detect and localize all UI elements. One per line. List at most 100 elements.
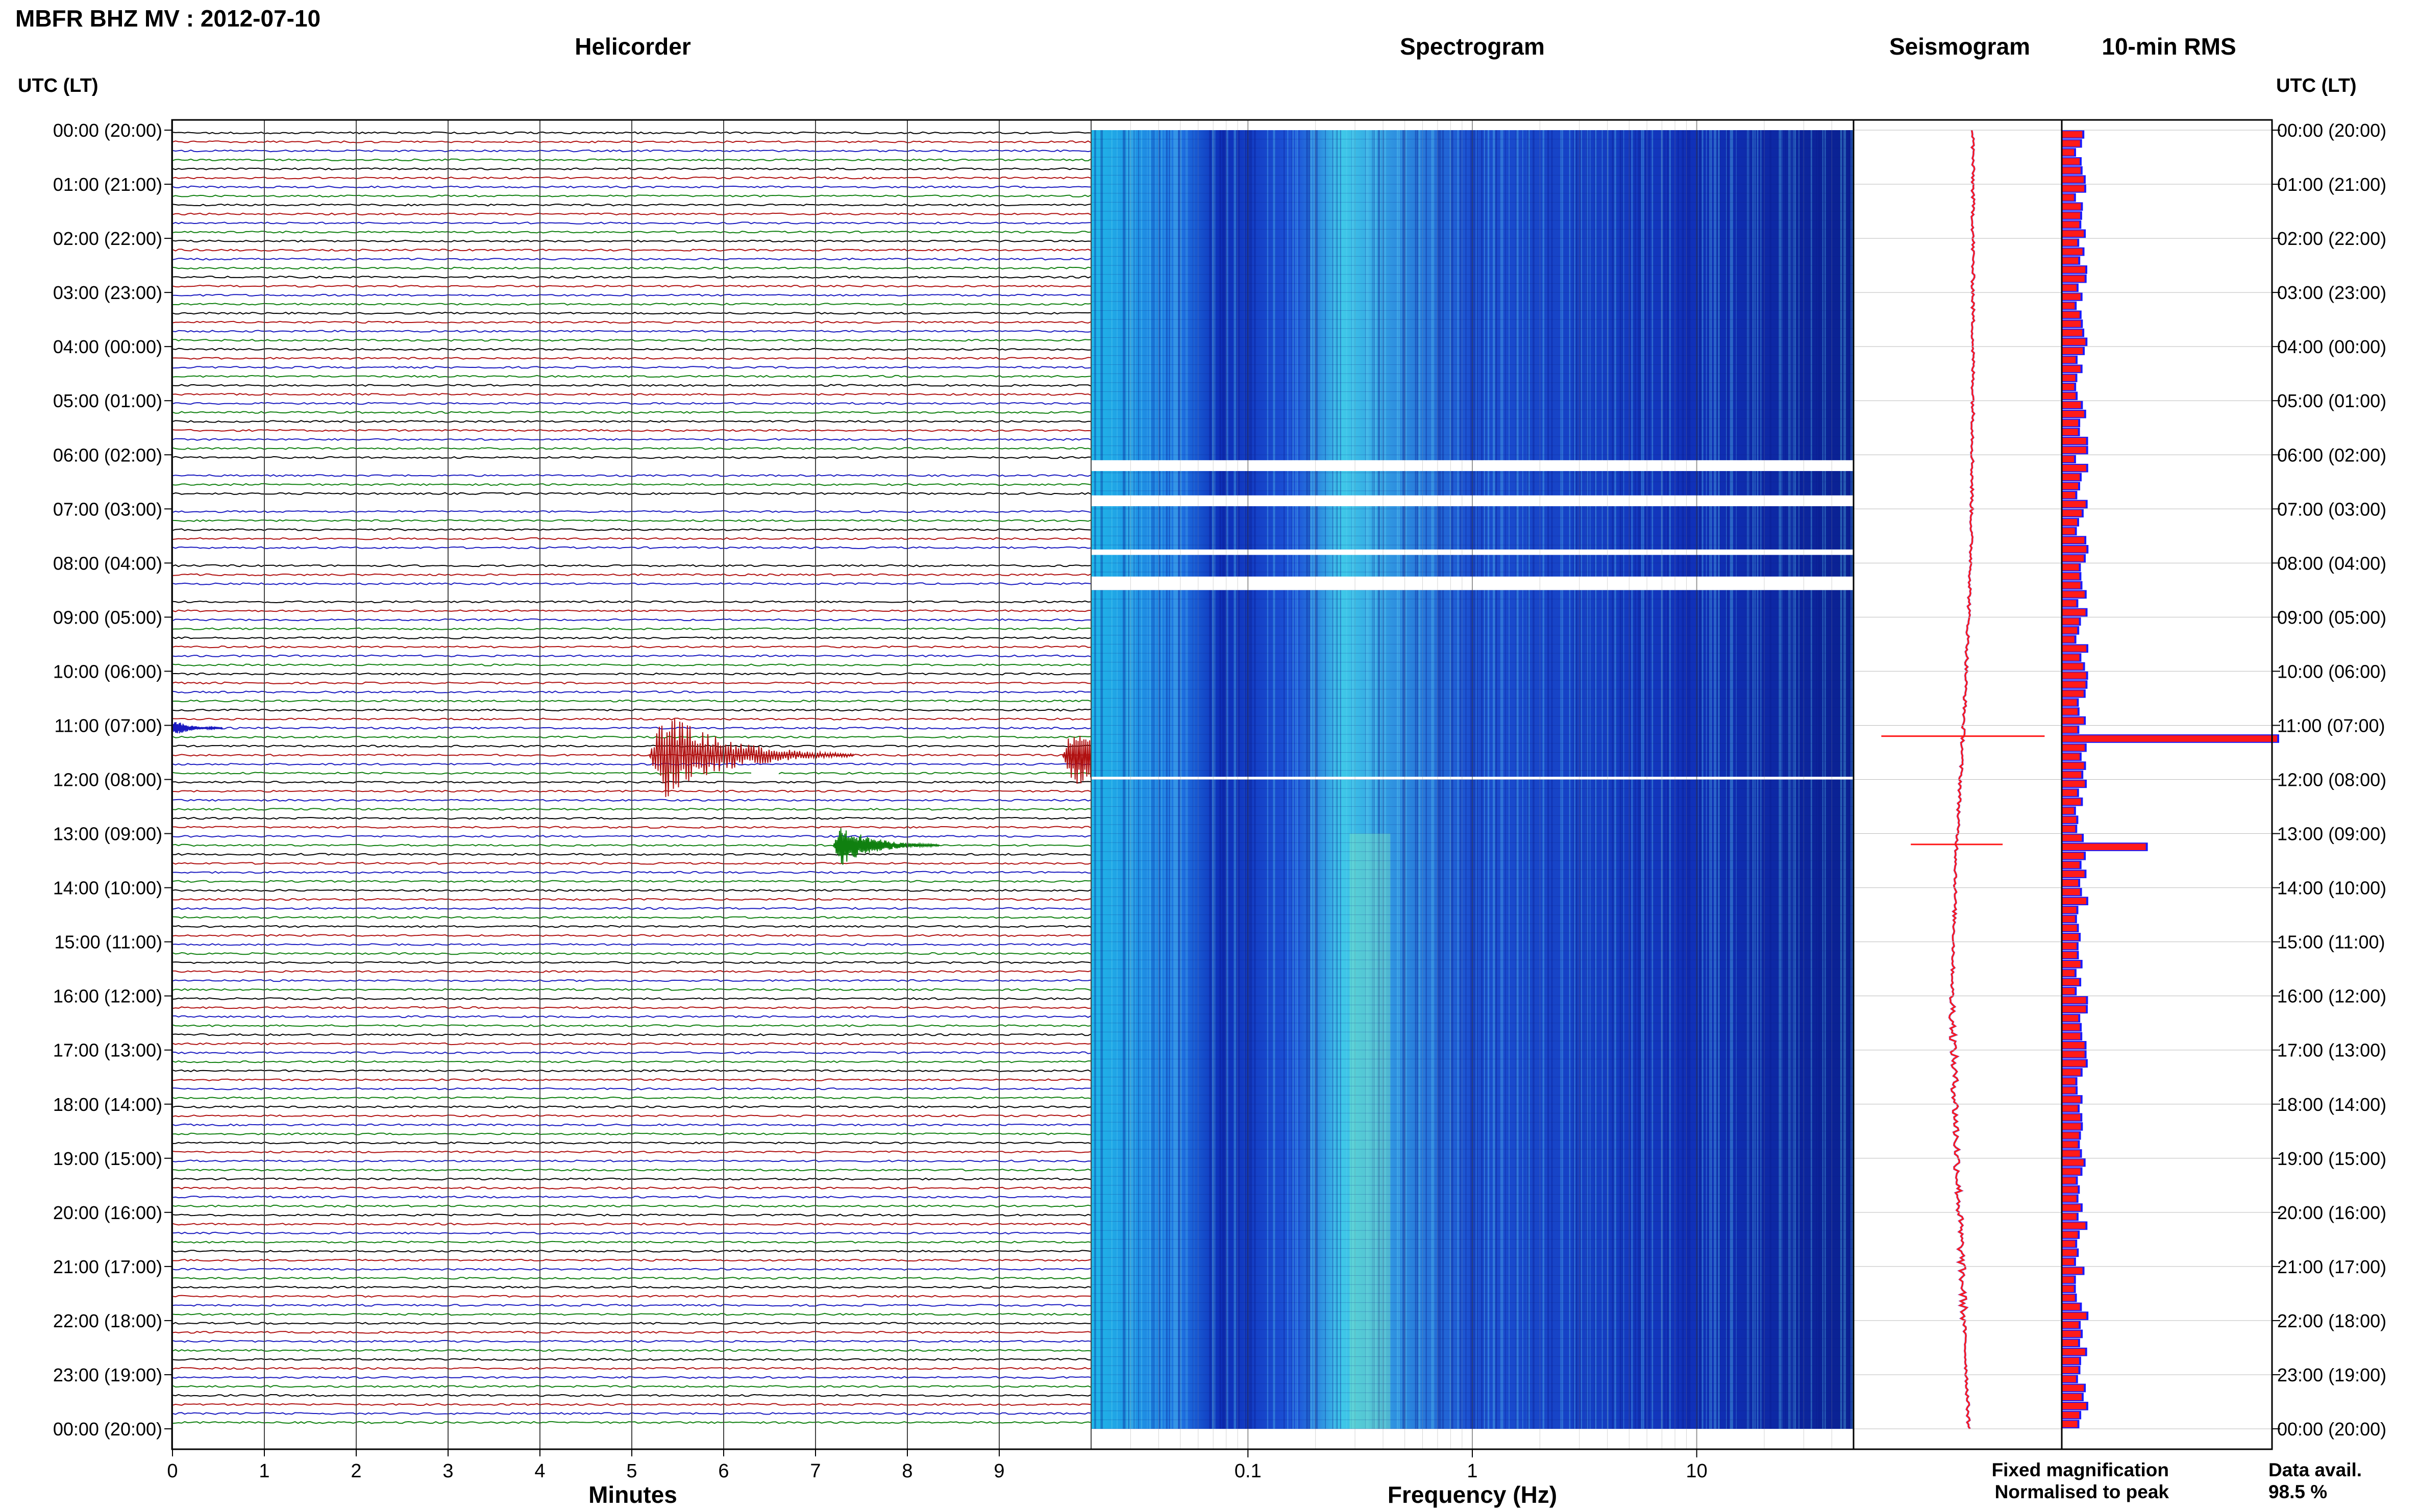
hour-label-left: 07:00 (03:00) — [53, 499, 162, 519]
rms-bar-normalised — [2062, 898, 2086, 904]
hour-label-left: 04:00 (00:00) — [53, 336, 162, 357]
hour-label-right: 01:00 (21:00) — [2277, 174, 2386, 195]
rms-bar-normalised — [2062, 1321, 2079, 1328]
rms-bar-normalised — [2062, 861, 2080, 869]
rms-bar-normalised — [2062, 1033, 2081, 1040]
rms-bar-normalised — [2062, 871, 2085, 877]
rms-bar-normalised — [2062, 257, 2079, 264]
rms-bar-normalised — [2062, 906, 2077, 913]
rms-bar-normalised — [2062, 798, 2081, 805]
hour-label-right: 15:00 (11:00) — [2277, 932, 2385, 953]
hour-label-right: 13:00 (09:00) — [2277, 824, 2386, 845]
rms-bar-normalised — [2062, 961, 2081, 968]
rms-bar-normalised — [2062, 1367, 2079, 1373]
hour-label-left: 17:00 (13:00) — [53, 1040, 162, 1061]
rms-bar-normalised — [2062, 726, 2078, 733]
rms-bar-normalised — [2062, 807, 2074, 814]
rms-bar-normalised — [2062, 537, 2085, 543]
rms-bar-normalised — [2062, 546, 2087, 553]
rms-bar-normalised — [2062, 780, 2085, 787]
hour-label-right: 00:00 (20:00) — [2277, 120, 2386, 141]
rms-bar-normalised — [2062, 1340, 2078, 1346]
hour-label-left: 13:00 (09:00) — [53, 824, 162, 845]
rms-bar-normalised — [2062, 212, 2080, 219]
minute-tick-label: 2 — [351, 1460, 361, 1482]
rms-bar-normalised — [2062, 879, 2079, 886]
hour-label-right: 03:00 (23:00) — [2277, 282, 2386, 303]
rms-bar-normalised — [2062, 284, 2077, 291]
station-title: MBFR BHZ MV : 2012-07-10 — [15, 5, 320, 32]
hour-label-left: 01:00 (21:00) — [53, 174, 162, 195]
data-availability-value: 98.5 % — [2268, 1481, 2327, 1502]
rms-bar-normalised — [2062, 375, 2076, 381]
rms-bar-normalised — [2062, 456, 2074, 462]
rms-bar-normalised — [2062, 419, 2079, 427]
rms-bar-normalised — [2062, 239, 2078, 246]
rms-bar-normalised — [2062, 510, 2082, 516]
rms-bar-normalised — [2062, 1276, 2074, 1283]
helicorder-event — [649, 718, 854, 797]
hour-label-right: 10:00 (06:00) — [2277, 661, 2386, 682]
rms-bar-normalised — [2062, 888, 2080, 896]
hour-label-left: 06:00 (02:00) — [53, 444, 162, 465]
data-availability-label: Data avail. — [2268, 1459, 2362, 1480]
rms-panel — [2062, 130, 2279, 1428]
rms-bar-normalised — [2062, 564, 2079, 571]
rms-bar-normalised — [2062, 970, 2075, 977]
rms-bar-normalised — [2062, 1421, 2078, 1427]
rms-bar-normalised — [2062, 1294, 2075, 1301]
hour-label-right: 09:00 (05:00) — [2277, 607, 2386, 628]
rms-bar-normalised — [2062, 1376, 2076, 1382]
rms-bar-normalised — [2062, 519, 2077, 526]
rms-bar-normalised — [2062, 383, 2075, 390]
hour-label-right: 08:00 (04:00) — [2277, 553, 2386, 574]
rms-bar-normalised — [2062, 275, 2085, 282]
rms-bar-normalised — [2062, 915, 2075, 923]
rms-bar-normalised — [2062, 1042, 2085, 1049]
hour-label-left: 16:00 (12:00) — [53, 986, 162, 1007]
rms-bar-normalised — [2062, 140, 2080, 147]
hour-label-right: 05:00 (01:00) — [2277, 390, 2386, 411]
rms-bar-normalised — [2062, 681, 2086, 688]
minute-tick-label: 0 — [167, 1460, 178, 1482]
rms-bar-normalised — [2062, 591, 2085, 598]
rms-bar-normalised — [2062, 1006, 2086, 1012]
rms-bar-normalised — [2062, 735, 2277, 742]
minute-tick-label: 6 — [718, 1460, 729, 1482]
rms-bar-normalised — [2062, 1141, 2078, 1148]
rms-bar-normalised — [2062, 176, 2084, 183]
rms-bar-normalised — [2062, 627, 2078, 634]
helicorder-xlabel: Minutes — [588, 1481, 677, 1508]
rms-bar-normalised — [2062, 429, 2078, 435]
rms-bar-normalised — [2062, 1123, 2081, 1130]
rms-bar-normalised — [2062, 1132, 2079, 1139]
helicorder-title: Helicorder — [575, 33, 691, 60]
rms-bar-normalised — [2062, 1015, 2079, 1022]
helicorder-gap — [751, 770, 779, 777]
spectrogram-xlabel: Frequency (Hz) — [1388, 1481, 1557, 1508]
hour-label-left: 21:00 (17:00) — [53, 1256, 162, 1277]
rms-bar-normalised — [2062, 582, 2081, 589]
rms-bar-normalised — [2062, 437, 2086, 444]
rms-bar-normalised — [2062, 356, 2076, 363]
rms-bar-normalised — [2062, 266, 2085, 273]
rms-bar-normalised — [2062, 1222, 2086, 1229]
rms-bar-normalised — [2062, 979, 2080, 985]
hour-label-right: 00:00 (20:00) — [2277, 1419, 2386, 1440]
rms-bar-normalised — [2062, 447, 2086, 454]
rms-bar-normalised — [2062, 293, 2081, 300]
hour-label-right: 18:00 (14:00) — [2277, 1094, 2386, 1115]
rms-bar-normalised — [2062, 203, 2081, 210]
rms-bar-normalised — [2062, 1204, 2081, 1211]
rms-bar-normalised — [2062, 1186, 2078, 1193]
hour-label-right: 12:00 (08:00) — [2277, 770, 2386, 790]
rms-bar-normalised — [2062, 1168, 2081, 1175]
rms-bar-normalised — [2062, 402, 2081, 408]
hour-label-left: 20:00 (16:00) — [53, 1202, 162, 1223]
rms-bar-normalised — [2062, 852, 2084, 859]
rms-bar-normalised — [2062, 1159, 2084, 1166]
minute-tick-label: 1 — [259, 1460, 269, 1482]
hour-label-right: 22:00 (18:00) — [2277, 1310, 2386, 1331]
rms-bar-normalised — [2062, 1285, 2074, 1292]
